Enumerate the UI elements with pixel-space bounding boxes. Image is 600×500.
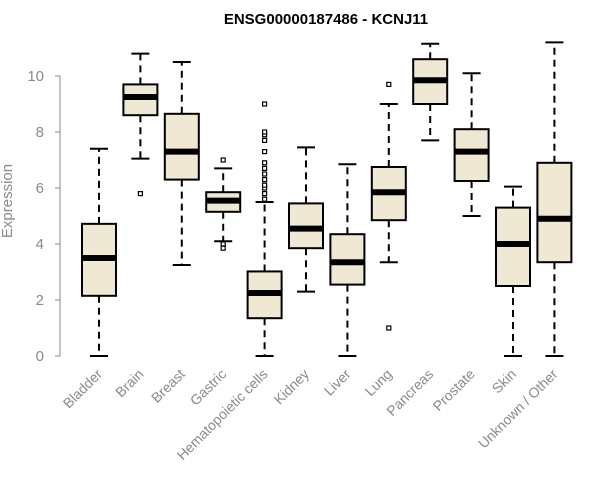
y-tick-label: 6 xyxy=(36,180,44,197)
outlier-point xyxy=(262,160,268,166)
outlier-point xyxy=(262,149,268,155)
outlier-point xyxy=(386,81,392,88)
outlier-point xyxy=(262,182,268,188)
outlier-point xyxy=(262,129,268,135)
box-group xyxy=(370,81,407,331)
box-group xyxy=(205,157,242,251)
outlier-point xyxy=(262,196,268,202)
box-series xyxy=(81,41,573,357)
box-group xyxy=(246,101,283,357)
x-tick-label: Prostate xyxy=(430,366,478,414)
box-group xyxy=(453,72,490,217)
box-group xyxy=(495,185,531,357)
iqr-box xyxy=(163,112,200,181)
x-tick-label: Liver xyxy=(321,366,354,399)
x-tick-label: Bladder xyxy=(60,366,106,412)
box-group xyxy=(81,147,117,357)
outlier-point xyxy=(262,171,268,177)
y-tick-label: 10 xyxy=(27,68,44,85)
y-tick-label: 4 xyxy=(36,236,44,253)
box-group xyxy=(163,61,200,266)
iqr-box xyxy=(453,128,490,182)
outlier-point xyxy=(137,191,143,197)
iqr-box xyxy=(536,161,573,264)
x-tick-label: Kidney xyxy=(271,366,313,408)
y-axis-label: Expression xyxy=(0,164,16,238)
outlier-point xyxy=(220,245,226,251)
outlier-point xyxy=(220,241,226,247)
outlier-point xyxy=(220,157,226,163)
y-tick-label: 2 xyxy=(36,292,44,309)
outlier-point xyxy=(262,137,268,143)
outlier-point xyxy=(262,165,268,171)
x-tick-label: Lung xyxy=(362,366,395,399)
outlier-point xyxy=(386,325,392,331)
outlier-point xyxy=(262,177,268,183)
box-group xyxy=(288,146,324,293)
box-group xyxy=(536,41,573,357)
outlier-point xyxy=(262,101,268,107)
x-tick-label: Skin xyxy=(489,366,520,397)
box-group xyxy=(122,52,159,197)
box-group xyxy=(329,163,366,357)
x-tick-label: Breast xyxy=(148,366,188,406)
x-tick-label: Brain xyxy=(112,366,146,400)
x-tick-label: Unknown / Other xyxy=(475,366,561,452)
chart-title: ENSG00000187486 - KCNJ11 xyxy=(224,11,428,28)
y-tick-label: 8 xyxy=(36,124,44,141)
box-group xyxy=(412,42,449,142)
outlier-point xyxy=(262,191,268,197)
y-tick-label: 0 xyxy=(36,348,44,365)
y-axis-ticks: 0 2 4 6 8 10 xyxy=(27,68,60,365)
